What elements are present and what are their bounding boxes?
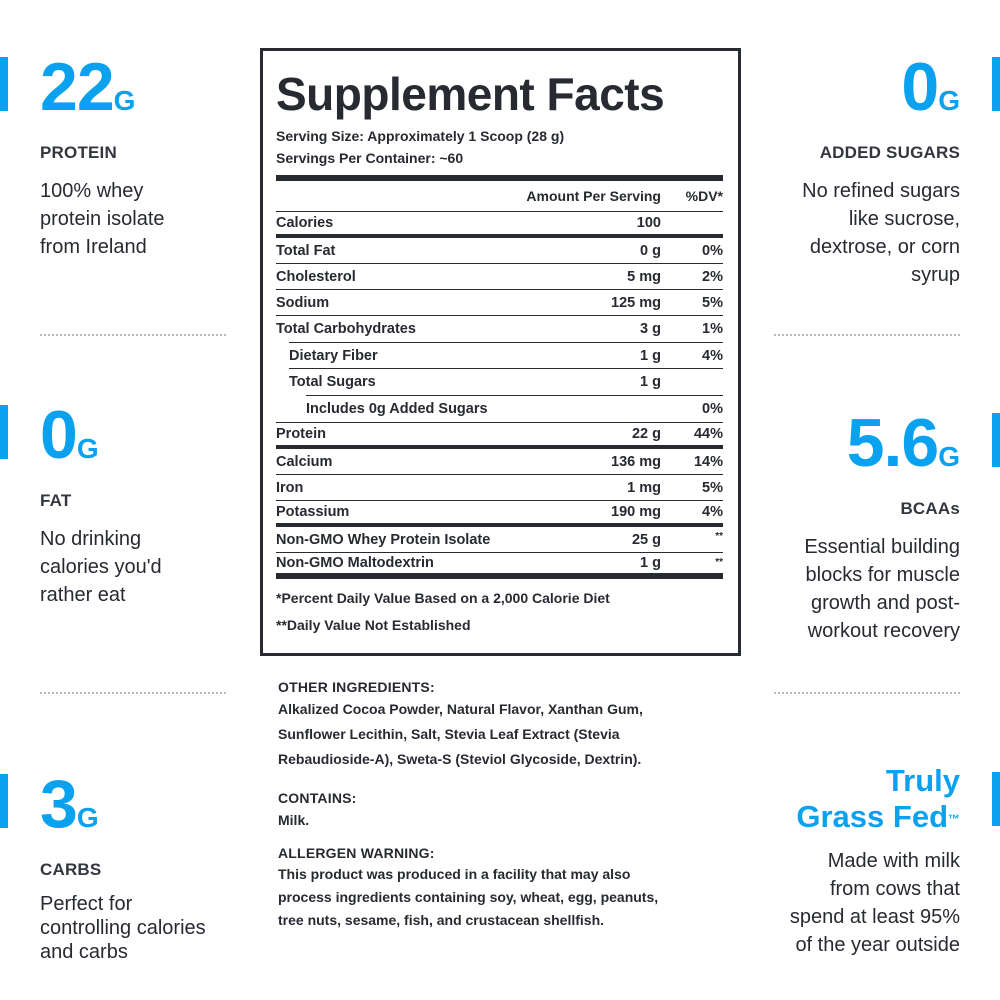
header-dv: %DV* — [685, 188, 723, 204]
footnote-not-established: **Daily Value Not Established — [276, 617, 471, 633]
stat-label: PROTEIN — [40, 143, 117, 162]
facts-title: Supplement Facts — [276, 68, 665, 120]
facts-row: Non-GMO Whey Protein Isolate 25 g ** — [276, 527, 723, 553]
accent-bar — [0, 774, 8, 828]
allergen-heading: ALLERGEN WARNING: — [278, 845, 435, 861]
stat-fat: 0G FAT No drinking calories you'd rather e… — [40, 397, 250, 609]
accent-bar — [992, 772, 1000, 826]
header-amount: Amount Per Serving — [526, 188, 661, 204]
facts-row: Potassium 190 mg 4% — [276, 501, 723, 527]
stat-added-sugars: 0G ADDED SUGARS No refined sugars like su… — [750, 49, 960, 289]
ingredients-section: OTHER INGREDIENTS: Alkalized Cocoa Powde… — [278, 677, 738, 932]
accent-bar — [0, 405, 8, 459]
facts-row: Iron 1 mg 5% — [276, 475, 723, 501]
stat-description: 100% whey protein isolate from Ireland — [40, 180, 165, 258]
stat-value: 0G — [40, 397, 99, 473]
stat-label: FAT — [40, 491, 72, 510]
stat-carbs: 3G CARBS Perfect for controlling calories… — [40, 766, 250, 964]
stat-protein: 22G PROTEIN 100% whey protein isolate from… — [40, 49, 250, 261]
facts-header-row: Amount Per Serving %DV* — [276, 181, 723, 212]
accent-bar — [992, 413, 1000, 467]
stat-label: ADDED SUGARS — [819, 143, 960, 162]
facts-row: Total Carbohydrates 3 g 1% — [276, 321, 723, 337]
servings-per-container: Servings Per Container: ~60 — [276, 150, 464, 166]
facts-row: Total Fat 0 g 0% — [276, 238, 723, 264]
stat-value: 0G — [901, 49, 960, 125]
stat-value: 3G — [40, 766, 99, 842]
dotted-divider — [40, 334, 226, 336]
facts-row: Total Sugars 1 g — [289, 374, 661, 390]
dotted-divider — [40, 692, 226, 694]
facts-row: Non-GMO Maltodextrin 1 g ** — [276, 553, 723, 579]
facts-row: Sodium 125 mg 5% — [276, 290, 723, 316]
stat-value: 5.6G — [846, 405, 960, 481]
dotted-divider — [774, 334, 960, 336]
grass-fed-title: Truly Grass Fed™ — [796, 763, 960, 834]
stat-description: Essential building blocks for muscle growt… — [804, 536, 960, 642]
contains-heading: CONTAINS: — [278, 790, 357, 806]
stat-bcaas: 5.6G BCAAs Essential building blocks for … — [750, 405, 960, 645]
facts-row: Dietary Fiber 1 g 4% — [289, 343, 723, 369]
supplement-facts-panel: Supplement Facts Serving Size: Approxima… — [260, 48, 741, 656]
serving-size: Serving Size: Approximately 1 Scoop (28 … — [276, 128, 565, 144]
stat-description: Perfect for controlling calories and carbs — [40, 893, 206, 963]
dotted-divider — [774, 692, 960, 694]
stat-description: Made with milk from cows that spend at lea… — [789, 850, 960, 956]
thick-divider — [276, 175, 723, 181]
facts-row: Calcium 136 mg 14% — [276, 449, 723, 475]
stat-description: No drinking calories you'd rather eat — [40, 528, 162, 606]
accent-bar — [992, 57, 1000, 111]
footnote-dv: *Percent Daily Value Based on a 2,000 Ca… — [276, 590, 610, 606]
stat-label: CARBS — [40, 860, 102, 879]
facts-row: Cholesterol 5 mg 2% — [276, 264, 723, 290]
accent-bar — [0, 57, 8, 111]
trademark-symbol: ™ — [948, 812, 960, 826]
facts-footnotes: *Percent Daily Value Based on a 2,000 Ca… — [276, 585, 723, 639]
stat-grass-fed: Truly Grass Fed™ Made with milk from cows… — [750, 763, 960, 959]
stat-label: BCAAs — [900, 499, 960, 518]
stat-value: 22G — [40, 49, 136, 125]
contains-text: Milk. — [278, 812, 310, 828]
other-ingredients-text: Alkalized Cocoa Powder, Natural Flavor, … — [278, 701, 643, 767]
allergen-text: This product was produced in a facility … — [278, 866, 659, 928]
facts-row: Calories 100 — [276, 212, 723, 238]
stat-description: No refined sugars like sucrose, dextrose, … — [802, 180, 960, 286]
facts-row: Protein 22 g 44% — [276, 423, 723, 449]
other-ingredients-heading: OTHER INGREDIENTS: — [278, 679, 435, 695]
facts-row: Includes 0g Added Sugars 0% — [306, 401, 723, 417]
